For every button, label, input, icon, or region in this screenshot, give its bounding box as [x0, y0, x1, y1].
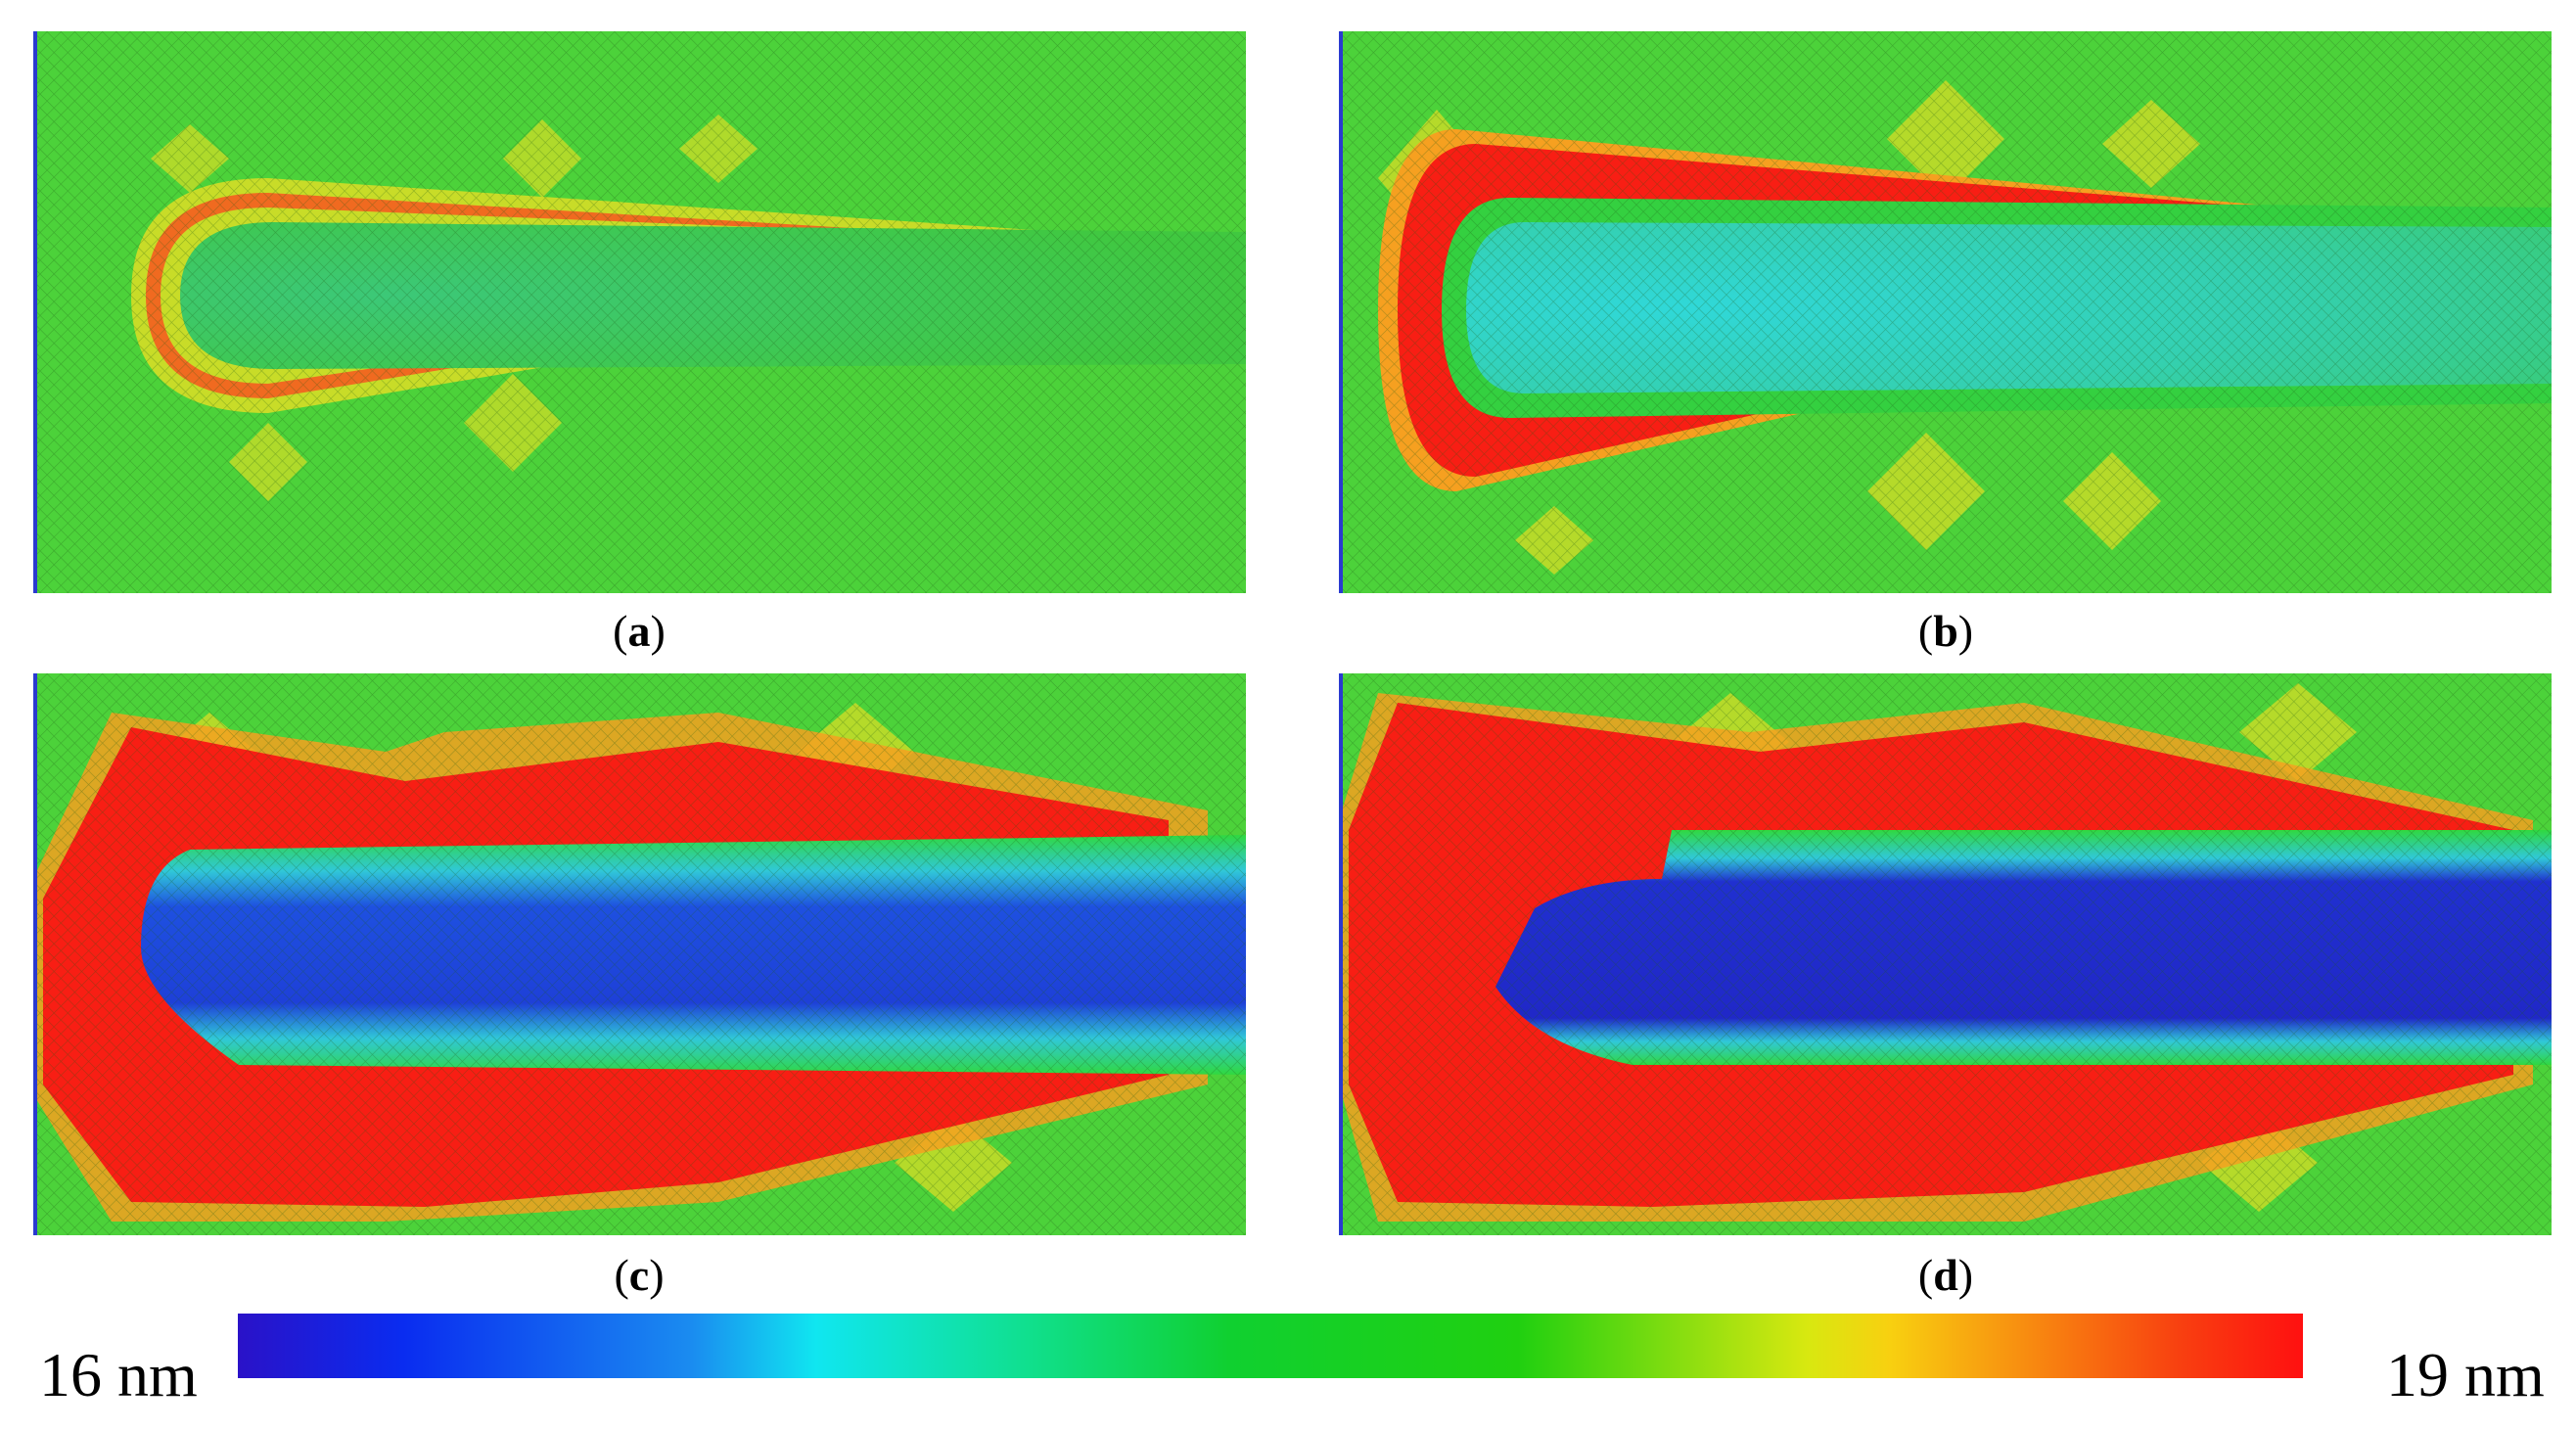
- panel-b-image: [1339, 31, 2552, 593]
- panel-a-image: [33, 31, 1246, 593]
- colorbar-min-label: 16 nm: [39, 1340, 198, 1409]
- panel-d-image: [1339, 673, 2552, 1235]
- panel-a-caption: (a): [613, 606, 666, 656]
- panel-c-caption: (c): [614, 1250, 665, 1300]
- colorbar: [238, 1314, 2303, 1378]
- panel-d-caption: (d): [1917, 1250, 1974, 1300]
- panel-c-image: [33, 673, 1246, 1235]
- panel-b-caption: (b): [1917, 606, 1974, 656]
- colorbar-max-label: 19 nm: [2386, 1340, 2545, 1409]
